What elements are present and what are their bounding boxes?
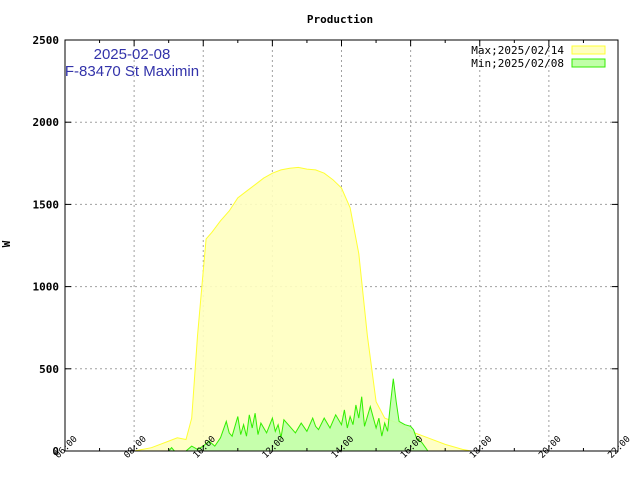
legend-swatch-1 (571, 58, 606, 68)
series-fill-0 (134, 167, 472, 451)
x-tick-label: 18:00 (468, 434, 494, 460)
annotation-location: F-83470 St Maximin (65, 63, 199, 80)
series-line-1 (168, 378, 429, 452)
x-tick-label: 22:00 (606, 434, 632, 460)
y-tick-label: 2500 (33, 34, 60, 47)
y-tick-label: 2000 (33, 116, 60, 129)
y-tick-label: 0 (52, 445, 59, 458)
series-area (134, 166, 472, 452)
x-tick-label: 20:00 (537, 434, 563, 460)
legend-label-1: Min;2025/02/08 (471, 57, 564, 70)
legend-label-0: Max;2025/02/14 (471, 44, 564, 57)
y-tick-label: 1000 (33, 281, 60, 294)
y-axis-label: W (0, 240, 13, 247)
annotation-date: 2025-02-08 (94, 46, 171, 63)
x-tick-label: 08:00 (123, 434, 149, 460)
y-tick-label: 500 (39, 363, 59, 376)
chart-title: Production (307, 13, 373, 26)
legend-swatch-0 (571, 45, 606, 55)
y-tick-label: 1500 (33, 198, 60, 211)
